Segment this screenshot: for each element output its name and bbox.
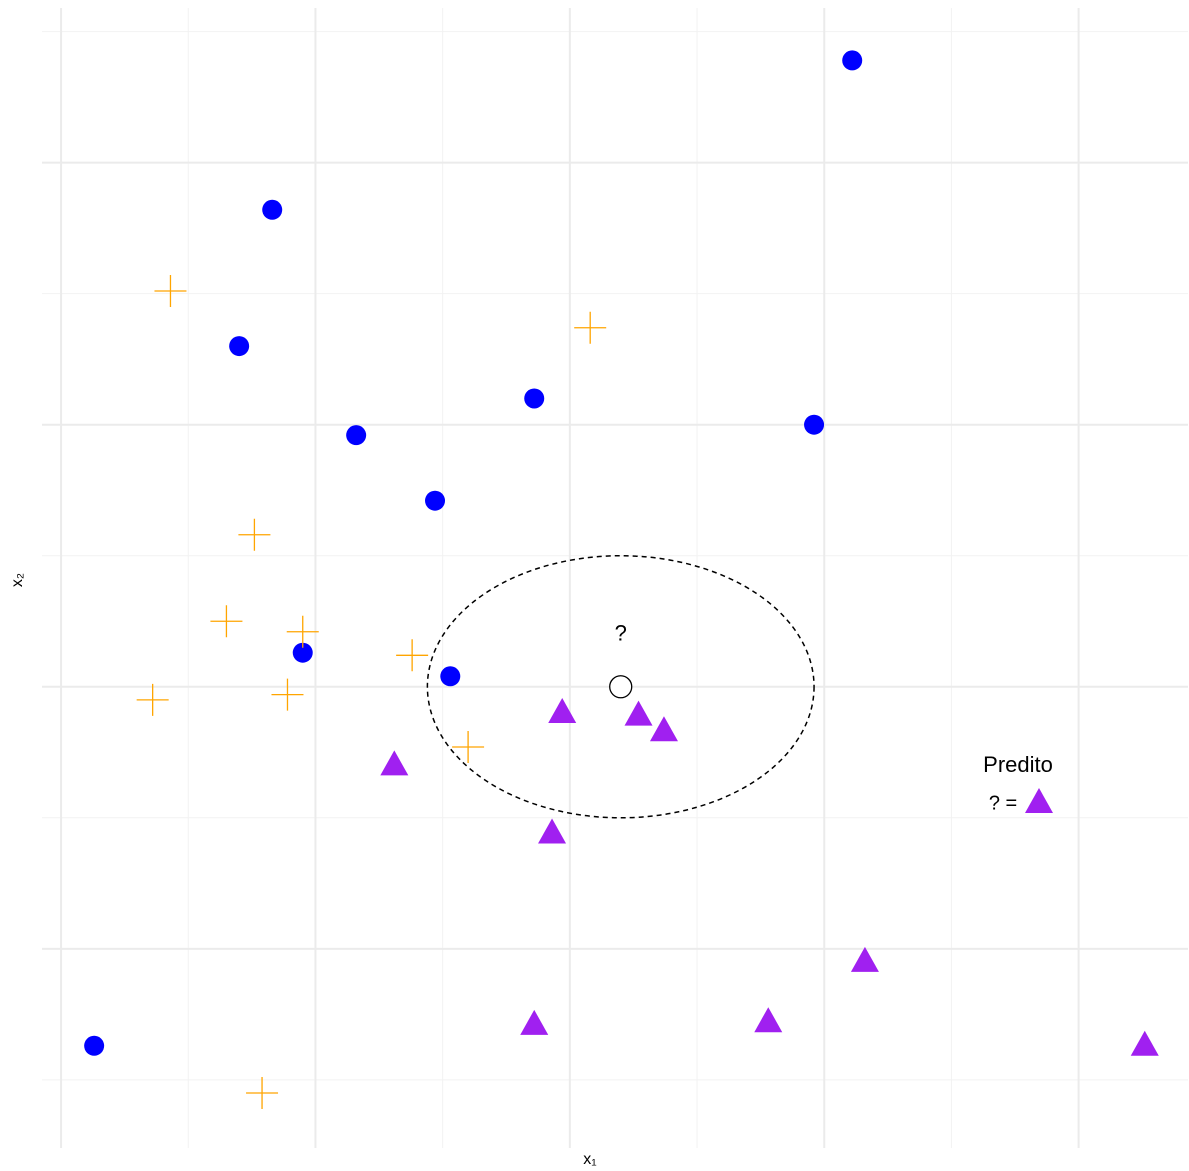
point (246, 1076, 279, 1109)
y-axis-label: x₂ (9, 573, 26, 587)
point (238, 518, 271, 551)
legend-marker (1025, 788, 1053, 813)
legend-text: ? = (989, 792, 1017, 814)
point (210, 605, 243, 638)
point (520, 1009, 549, 1035)
point (1130, 1030, 1159, 1056)
point (396, 639, 429, 672)
query-label: ? (615, 621, 627, 646)
point (380, 750, 409, 776)
point (154, 275, 187, 308)
neighborhood (426, 554, 815, 819)
point (262, 199, 283, 220)
point (850, 946, 879, 972)
query-point (609, 675, 633, 699)
point (346, 425, 367, 446)
point (271, 678, 304, 711)
point (84, 1035, 105, 1056)
point (286, 615, 319, 648)
point (425, 490, 446, 511)
legend-title: Predito (983, 752, 1053, 777)
point (452, 731, 485, 764)
point (649, 716, 678, 742)
point (548, 697, 577, 723)
point (229, 336, 250, 357)
point (538, 818, 567, 844)
point (524, 388, 545, 409)
point (754, 1007, 783, 1033)
point (440, 666, 461, 687)
point (574, 311, 607, 344)
point (804, 414, 825, 435)
point (136, 683, 169, 716)
point (842, 50, 863, 71)
point (292, 642, 313, 663)
x-axis-label: x₁ (583, 1151, 596, 1168)
point (624, 700, 653, 726)
